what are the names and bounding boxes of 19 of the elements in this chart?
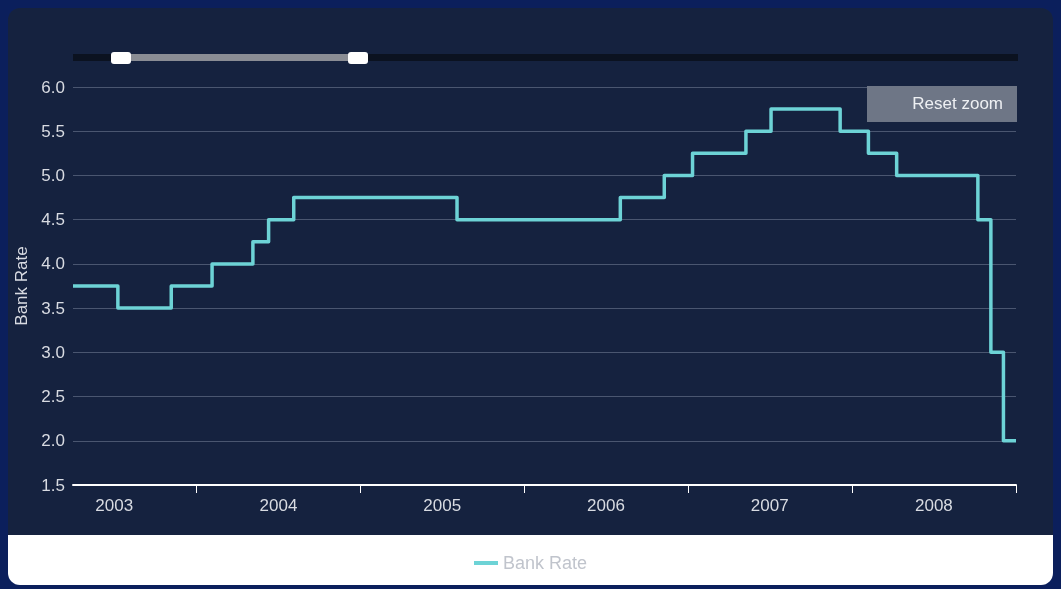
y-tick-label: 5.0	[41, 165, 65, 185]
y-tick-label: 1.5	[41, 475, 65, 495]
y-tick-label: 4.5	[41, 210, 65, 230]
y-axis-title: Bank Rate	[12, 246, 32, 326]
x-tick-label: 2004	[259, 496, 298, 515]
y-tick-label: 3.5	[41, 298, 65, 318]
y-tick-label: 3.0	[41, 342, 65, 362]
y-tick-label: 6.0	[41, 77, 65, 97]
x-tick-label: 2008	[914, 496, 953, 515]
y-tick-label: 5.5	[41, 121, 65, 141]
reset-zoom-button: Reset zoom	[867, 86, 1017, 122]
legend-label: Bank Rate	[502, 553, 588, 573]
y-tick-label: 4.0	[41, 254, 65, 274]
x-tick-label: 2007	[750, 496, 789, 515]
x-tick-label: 2006	[587, 496, 625, 515]
y-tick-label: 2.5	[41, 387, 65, 407]
y-tick-label: 2.0	[41, 431, 65, 451]
x-tick-label: 2003	[95, 496, 134, 515]
x-tick-label: 2005	[423, 496, 462, 515]
